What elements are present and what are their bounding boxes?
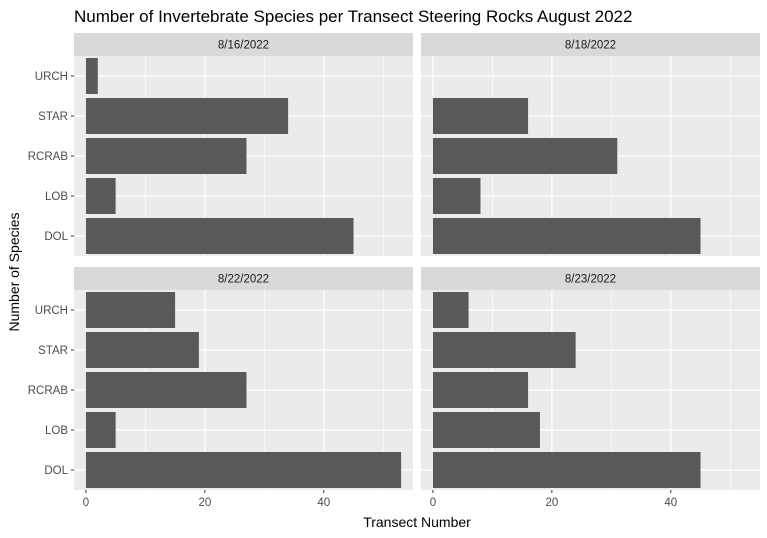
y-tick-label: DOL xyxy=(44,465,68,477)
bar-lob xyxy=(85,412,116,448)
y-tick-label: URCH xyxy=(35,305,68,317)
facet-panels: 8/16/2022 URCH STAR RCRAB LOB DOL 8/18/2022 8/2… xyxy=(28,33,760,509)
bar-lob xyxy=(85,178,116,214)
x-tick-label: 40 xyxy=(317,497,330,509)
bar-lob xyxy=(432,178,481,214)
y-tick-label: STAR xyxy=(38,345,68,357)
facet-strip-label: 8/22/2022 xyxy=(218,274,269,286)
bar-star xyxy=(85,332,199,368)
x-tick-label: 20 xyxy=(545,497,558,509)
x-axis-title: Transect Number xyxy=(363,514,471,530)
y-axis-title: Number of Species xyxy=(6,212,22,331)
y-tick-label: RCRAB xyxy=(28,385,69,397)
x-tick-label: 20 xyxy=(198,497,211,509)
bar-star xyxy=(432,98,529,134)
y-tick-label: LOB xyxy=(45,425,68,437)
y-tick-label: URCH xyxy=(35,71,68,83)
y-tick-label: LOB xyxy=(45,191,68,203)
bar-star xyxy=(432,332,576,368)
bar-urch xyxy=(85,292,176,328)
bar-star xyxy=(85,98,289,134)
bar-dol xyxy=(432,218,701,254)
bar-rcrab xyxy=(432,372,529,408)
y-tick-label: DOL xyxy=(44,231,68,243)
x-tick-label: 40 xyxy=(664,497,677,509)
bar-urch xyxy=(85,58,98,94)
facet-strip xyxy=(74,33,413,56)
facet-strip xyxy=(74,267,413,290)
facet-strip-label: 8/23/2022 xyxy=(565,274,616,286)
y-tick-label: STAR xyxy=(38,111,68,123)
chart-title: Number of Invertebrate Species per Trans… xyxy=(74,7,632,26)
facet-strip-label: 8/18/2022 xyxy=(565,40,616,52)
facet-strip-label: 8/16/2022 xyxy=(218,40,269,52)
bar-dol xyxy=(85,452,402,488)
bar-urch xyxy=(432,292,469,328)
x-tick-label: 0 xyxy=(83,497,89,509)
y-tick-label: RCRAB xyxy=(28,151,69,163)
bar-lob xyxy=(432,412,540,448)
bar-rcrab xyxy=(85,138,247,174)
bar-dol xyxy=(85,218,354,254)
x-tick-label: 0 xyxy=(430,497,436,509)
bar-rcrab xyxy=(85,372,247,408)
facet-strip xyxy=(421,267,760,290)
bar-dol xyxy=(432,452,701,488)
facet-strip xyxy=(421,33,760,56)
bar-rcrab xyxy=(432,138,618,174)
